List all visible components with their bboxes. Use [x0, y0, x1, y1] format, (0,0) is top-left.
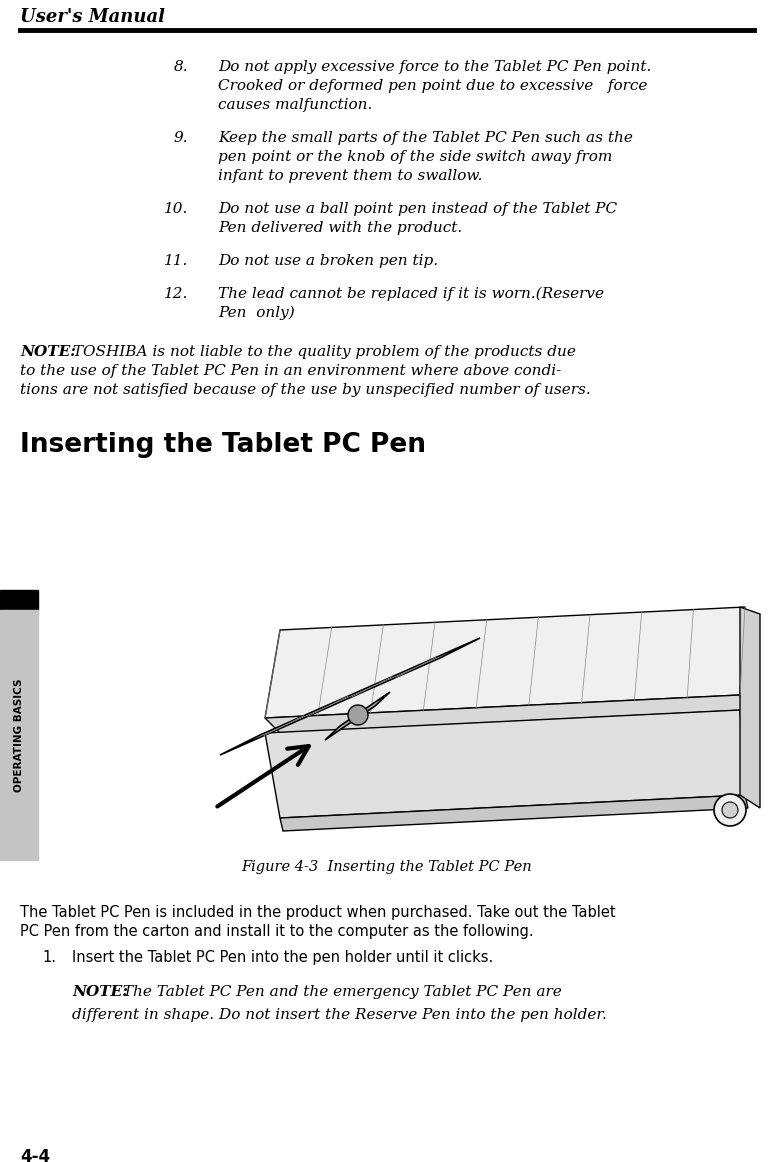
Circle shape — [714, 794, 746, 826]
Text: causes malfunction.: causes malfunction. — [218, 98, 372, 112]
Polygon shape — [740, 607, 760, 808]
Bar — [0, 610, 38, 860]
Text: NOTE:: NOTE: — [20, 345, 76, 359]
Bar — [0, 590, 38, 610]
Text: 11.: 11. — [163, 254, 188, 268]
Polygon shape — [265, 695, 745, 733]
Text: Inserting the Tablet PC Pen: Inserting the Tablet PC Pen — [20, 432, 426, 458]
Text: The Tablet PC Pen and the emergency Tablet PC Pen are: The Tablet PC Pen and the emergency Tabl… — [118, 985, 562, 999]
Text: different in shape. Do not insert the Reserve Pen into the pen holder.: different in shape. Do not insert the Re… — [72, 1007, 607, 1023]
Text: pen point or the knob of the side switch away from: pen point or the knob of the side switch… — [218, 150, 612, 164]
Text: 1.: 1. — [42, 951, 56, 964]
Polygon shape — [325, 693, 390, 740]
Text: tions are not satisfied because of the use by unspecified number of users.: tions are not satisfied because of the u… — [20, 383, 591, 397]
Text: 9.: 9. — [173, 131, 188, 145]
Text: NOTE:: NOTE: — [72, 985, 128, 999]
Text: to the use of the Tablet PC Pen in an environment where above condi-: to the use of the Tablet PC Pen in an en… — [20, 364, 561, 378]
Polygon shape — [280, 795, 748, 831]
Text: Pen  only): Pen only) — [218, 306, 295, 321]
Text: Pen delivered with the product.: Pen delivered with the product. — [218, 221, 462, 235]
Text: Do not apply excessive force to the Tablet PC Pen point.: Do not apply excessive force to the Tabl… — [218, 60, 652, 74]
Text: Figure 4-3  Inserting the Tablet PC Pen: Figure 4-3 Inserting the Tablet PC Pen — [241, 860, 533, 874]
Text: OPERATING BASICS: OPERATING BASICS — [14, 679, 24, 791]
Text: 4-4: 4-4 — [20, 1148, 50, 1162]
Text: Keep the small parts of the Tablet PC Pen such as the: Keep the small parts of the Tablet PC Pe… — [218, 131, 633, 145]
Text: The lead cannot be replaced if it is worn.(Reserve: The lead cannot be replaced if it is wor… — [218, 287, 604, 301]
Text: TOSHIBA is not liable to the quality problem of the products due: TOSHIBA is not liable to the quality pro… — [68, 345, 576, 359]
Text: Crooked or deformed pen point due to excessive   force: Crooked or deformed pen point due to exc… — [218, 79, 647, 93]
Text: Insert the Tablet PC Pen into the pen holder until it clicks.: Insert the Tablet PC Pen into the pen ho… — [72, 951, 493, 964]
Text: User's Manual: User's Manual — [20, 8, 165, 26]
Text: infant to prevent them to swallow.: infant to prevent them to swallow. — [218, 168, 482, 182]
Text: The Tablet PC Pen is included in the product when purchased. Take out the Tablet: The Tablet PC Pen is included in the pro… — [20, 905, 615, 920]
Polygon shape — [265, 607, 745, 718]
Text: 8.: 8. — [173, 60, 188, 74]
Text: Do not use a ball point pen instead of the Tablet PC: Do not use a ball point pen instead of t… — [218, 202, 617, 216]
Text: 12.: 12. — [163, 287, 188, 301]
Text: 10.: 10. — [163, 202, 188, 216]
Polygon shape — [265, 710, 745, 818]
Circle shape — [348, 705, 368, 725]
Circle shape — [722, 802, 738, 818]
Polygon shape — [220, 638, 480, 755]
Text: Do not use a broken pen tip.: Do not use a broken pen tip. — [218, 254, 438, 268]
Bar — [55, 582, 758, 840]
Text: PC Pen from the carton and install it to the computer as the following.: PC Pen from the carton and install it to… — [20, 924, 533, 939]
